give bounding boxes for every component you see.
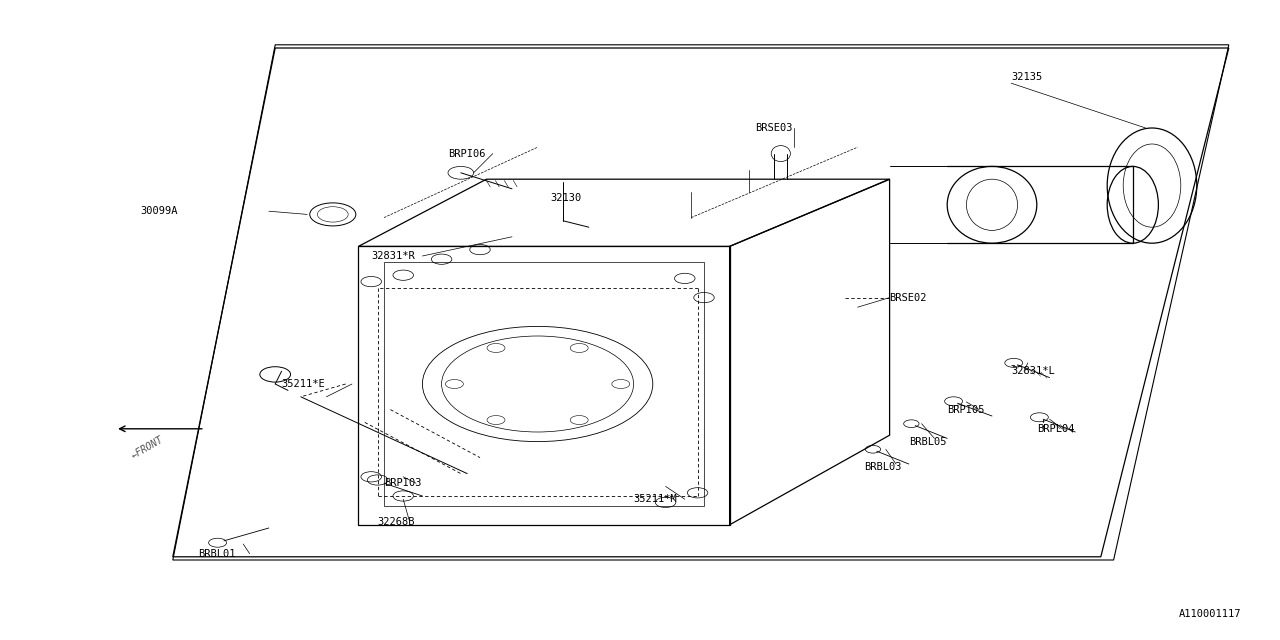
Text: BRPL04: BRPL04: [1037, 424, 1074, 434]
Text: 30099A: 30099A: [141, 206, 178, 216]
Text: BRBL03: BRBL03: [864, 462, 901, 472]
Text: 32130: 32130: [550, 193, 581, 204]
Text: 32135: 32135: [1011, 72, 1042, 82]
Text: 32831*L: 32831*L: [1011, 366, 1055, 376]
Text: BRPI05: BRPI05: [947, 404, 984, 415]
Circle shape: [448, 166, 474, 179]
Text: BRSE02: BRSE02: [890, 292, 927, 303]
Text: 35211*E: 35211*E: [282, 379, 325, 389]
Text: BRPI06: BRPI06: [448, 148, 485, 159]
Text: BRSE03: BRSE03: [755, 123, 792, 133]
Text: BRPI03: BRPI03: [384, 478, 421, 488]
Text: BRBL01: BRBL01: [198, 548, 236, 559]
Text: BRBL05: BRBL05: [909, 436, 946, 447]
Text: A110001117: A110001117: [1179, 609, 1242, 620]
Text: 32831*R: 32831*R: [371, 251, 415, 261]
Text: 35211*M: 35211*M: [634, 494, 677, 504]
Text: 32268B: 32268B: [378, 516, 415, 527]
Text: ←FRONT: ←FRONT: [129, 435, 165, 461]
